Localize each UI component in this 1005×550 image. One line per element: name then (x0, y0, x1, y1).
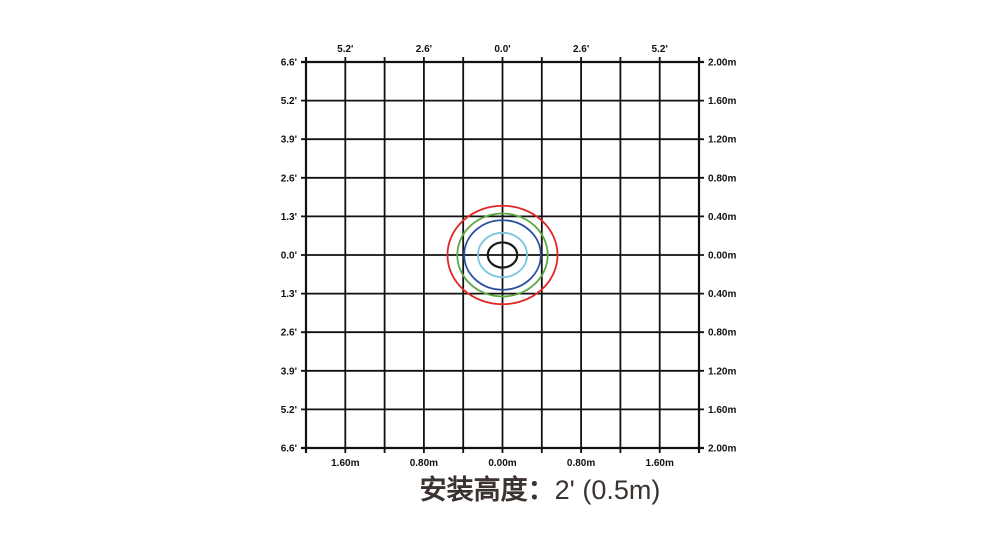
left-axis-label: 1.3' (281, 212, 297, 223)
left-axis-label: 0.0' (281, 251, 297, 262)
coverage-ellipse-red (446, 204, 559, 306)
coverage-ellipse-light-blue (477, 231, 528, 279)
caption-value: 2' (0.5m) (554, 475, 661, 505)
top-axis-label: 0.0' (494, 44, 510, 55)
left-axis-label: 6.6' (281, 444, 297, 455)
left-axis-label: 5.2' (281, 96, 297, 107)
right-axis-label: 2.00m (708, 58, 736, 69)
left-axis-label: 1.3' (281, 289, 297, 300)
caption-label: 安装高度： (419, 475, 555, 505)
bottom-axis-label: 0.80m (410, 458, 438, 469)
right-axis-label: 0.40m (708, 289, 736, 300)
right-axis-label: 1.20m (708, 135, 736, 146)
coverage-ellipse-black (486, 241, 519, 269)
left-axis-label: 2.6' (281, 328, 297, 339)
left-axis-label: 3.9' (281, 366, 297, 377)
top-axis-label: 2.6' (416, 44, 432, 55)
right-axis-label: 0.80m (708, 328, 736, 339)
bottom-axis-label: 0.80m (567, 458, 595, 469)
coverage-ellipse-blue (463, 219, 542, 291)
bottom-axis-label: 0.00m (488, 458, 516, 469)
left-axis-label: 5.2' (281, 405, 297, 416)
top-axis-label: 5.2' (652, 44, 668, 55)
top-axis-label: 2.6' (573, 44, 589, 55)
left-axis-label: 2.6' (281, 173, 297, 184)
left-axis-label: 6.6' (281, 58, 297, 69)
left-axis-label: 3.9' (281, 135, 297, 146)
right-axis-label: 0.40m (708, 212, 736, 223)
coverage-ellipse-green (456, 212, 549, 298)
right-axis-label: 1.60m (708, 96, 736, 107)
right-axis-label: 1.60m (708, 405, 736, 416)
installation-height-caption: 安装高度：2' (0.5m) (420, 474, 661, 506)
right-axis-label: 0.80m (708, 173, 736, 184)
right-axis-label: 2.00m (708, 444, 736, 455)
bottom-axis-label: 1.60m (331, 458, 359, 469)
top-axis-label: 5.2' (337, 44, 353, 55)
right-axis-label: 0.00m (708, 251, 736, 262)
bottom-axis-label: 1.60m (646, 458, 674, 469)
right-axis-label: 1.20m (708, 366, 736, 377)
